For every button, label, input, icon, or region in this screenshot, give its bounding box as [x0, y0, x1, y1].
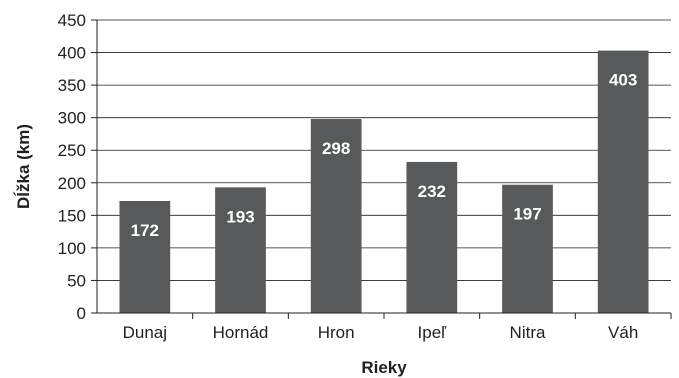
x-tick-label: Hron — [318, 323, 355, 342]
y-tick-label: 250 — [58, 141, 86, 160]
y-axis-title: Dĺžka (km) — [13, 124, 33, 209]
y-tick-label: 100 — [58, 239, 86, 258]
bar-ipeľ — [406, 161, 458, 313]
data-label: 232 — [418, 182, 446, 201]
x-axis-title: Rieky — [361, 358, 407, 377]
y-axis-ticks: 0 50 100 150 200 250 300 350 400 450 — [58, 11, 97, 323]
data-label: 172 — [131, 221, 159, 240]
x-axis-ticks: Dunaj Hornád Hron Ipeľ Nitra Váh — [123, 313, 672, 342]
data-label: 298 — [322, 139, 350, 158]
y-tick-label: 300 — [58, 109, 86, 128]
bar-dunaj — [119, 201, 171, 313]
data-label: 403 — [609, 71, 637, 90]
bar-váh — [597, 50, 649, 313]
bar-nitra — [502, 184, 553, 313]
y-tick-label: 150 — [58, 206, 86, 225]
gridlines — [97, 19, 671, 281]
x-tick-label: Ipeľ — [418, 323, 448, 342]
y-tick-label: 450 — [58, 11, 86, 30]
y-tick-label: 0 — [77, 304, 86, 323]
y-tick-label: 350 — [58, 76, 86, 95]
x-tick-label: Nitra — [510, 323, 546, 342]
bars: 172 193 298 232 197 403 — [119, 50, 649, 313]
data-label: 193 — [226, 207, 254, 226]
x-tick-label: Dunaj — [123, 323, 167, 342]
y-tick-label: 400 — [58, 44, 86, 63]
x-tick-label: Hornád — [213, 323, 269, 342]
y-tick-label: 200 — [58, 174, 86, 193]
bar-hornád — [215, 187, 266, 313]
y-tick-label: 50 — [67, 271, 86, 290]
x-tick-label: Váh — [608, 323, 638, 342]
bar-hron — [310, 118, 362, 313]
data-label: 197 — [513, 205, 541, 224]
